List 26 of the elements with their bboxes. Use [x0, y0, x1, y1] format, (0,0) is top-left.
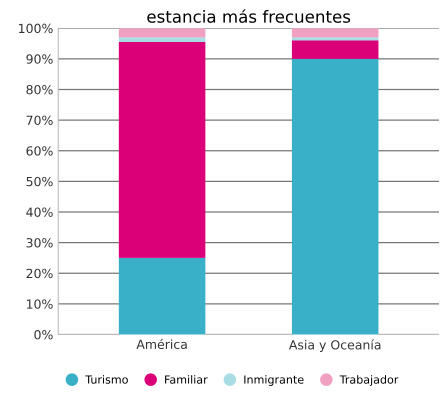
y-tick-label: 100%: [19, 24, 53, 34]
y-tick-label: 90%: [26, 54, 53, 64]
y-tick-label: 20%: [26, 268, 53, 278]
y-tick-label: 0%: [34, 330, 53, 340]
y-tick-label: 50%: [26, 176, 53, 186]
bar: [292, 58, 378, 334]
legend-label: Inmigrante: [244, 375, 304, 386]
bar: [292, 37, 378, 40]
y-tick-label: 10%: [26, 299, 53, 309]
bar: [118, 42, 206, 258]
bar: [292, 28, 378, 38]
bar: [118, 28, 206, 38]
legend-label: Trabajador: [340, 375, 398, 386]
y-tick-label: 70%: [26, 116, 53, 126]
legend-label: Familiar: [165, 375, 208, 384]
y-tick-label: 60%: [26, 146, 53, 156]
x-tick-label: Asia y Oceanía: [288, 339, 380, 352]
y-tick-label: 80%: [26, 84, 53, 94]
x-tick-label: América: [136, 338, 187, 350]
bar: [292, 40, 378, 59]
bar: [118, 258, 206, 334]
chart-title: estancia más frecuentes: [147, 9, 350, 23]
legend-label: Turismo: [85, 375, 128, 384]
bar: [118, 37, 206, 42]
y-tick-label: 30%: [26, 238, 53, 248]
y-tick-label: 40%: [26, 207, 53, 217]
